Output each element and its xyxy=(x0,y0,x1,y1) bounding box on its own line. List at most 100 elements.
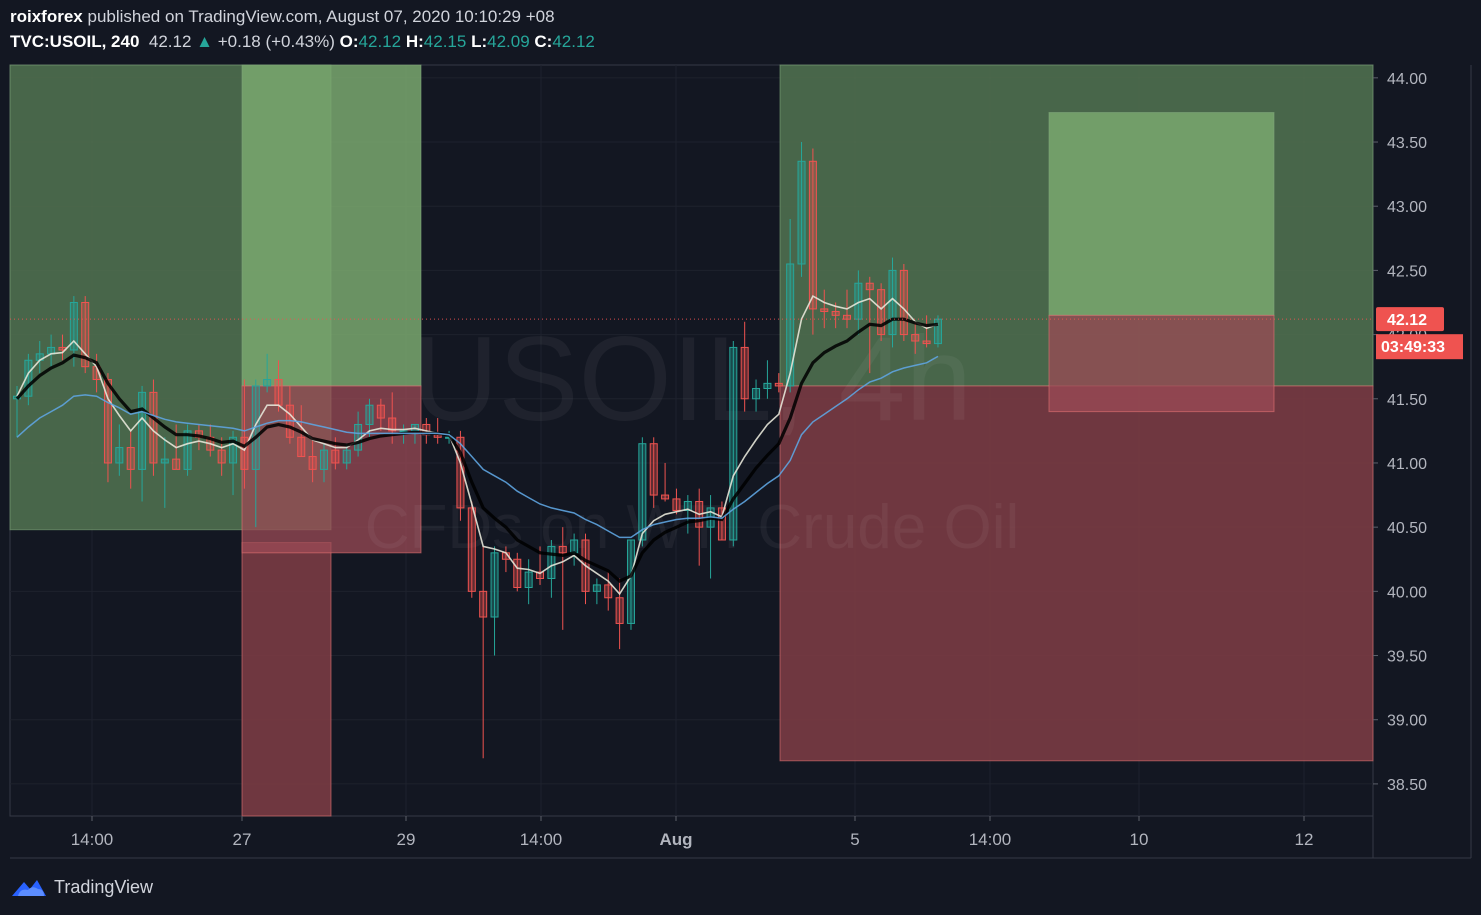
candle xyxy=(81,296,90,374)
x-tick-label: 14:00 xyxy=(520,830,563,849)
ema-line xyxy=(16,294,939,596)
x-tick-label: 27 xyxy=(233,830,252,849)
close-label: C: xyxy=(534,32,553,51)
position-zone-profit xyxy=(1048,111,1275,316)
candle xyxy=(763,360,772,399)
candle-body xyxy=(115,447,124,464)
open-label: O: xyxy=(339,32,359,51)
x-tick-label: Aug xyxy=(659,830,692,849)
candle xyxy=(933,315,942,348)
candle-body xyxy=(160,458,169,464)
current-price-tag xyxy=(1376,307,1444,332)
candle xyxy=(899,263,908,342)
candle-body xyxy=(547,545,556,580)
candle-body xyxy=(638,443,647,541)
candle-body xyxy=(683,500,692,511)
candle xyxy=(888,257,897,348)
current-price-label: 42.12 xyxy=(1387,312,1427,329)
candle xyxy=(638,437,647,547)
candle-body xyxy=(888,269,897,336)
publish-line: roixforex published on TradingView.com, … xyxy=(10,7,555,27)
candle-body xyxy=(456,436,465,509)
candle xyxy=(604,572,613,611)
candle xyxy=(683,495,692,534)
candle xyxy=(877,283,886,342)
candle xyxy=(138,385,147,502)
candle-body xyxy=(297,436,306,458)
ema-line xyxy=(15,317,939,583)
candle-body xyxy=(138,391,147,470)
candle-body xyxy=(126,447,135,470)
x-tick-label: 10 xyxy=(1130,830,1149,849)
candle-body xyxy=(308,456,317,470)
candle xyxy=(797,142,806,277)
candle-body xyxy=(922,340,931,345)
candle xyxy=(820,289,829,329)
candle-body xyxy=(649,443,658,496)
candles xyxy=(13,142,942,759)
up-arrow-icon: ▲ xyxy=(196,32,213,51)
x-tick-label: 14:00 xyxy=(969,830,1012,849)
candle-body xyxy=(342,449,351,464)
candle-body xyxy=(592,584,601,592)
candle xyxy=(672,488,681,515)
close-value: 42.12 xyxy=(552,32,595,51)
position-zone-loss xyxy=(241,385,422,554)
candle xyxy=(661,462,670,502)
candle xyxy=(626,539,635,630)
candle xyxy=(808,148,817,335)
symbol-interval[interactable]: TVC:USOIL, 240 xyxy=(10,32,140,51)
y-tick-label: 41.00 xyxy=(1387,456,1427,473)
open-value: 42.12 xyxy=(358,32,402,51)
candle xyxy=(911,321,920,354)
candle xyxy=(558,527,567,630)
candle-body xyxy=(877,289,886,336)
candle-body xyxy=(604,584,613,599)
position-zone-profit xyxy=(241,64,422,387)
y-tick-label: 40.00 xyxy=(1387,584,1427,601)
tradingview-logo[interactable]: TradingView xyxy=(10,876,153,898)
price-change: +0.18 (+0.43%) xyxy=(217,32,335,51)
candle-body xyxy=(808,160,817,310)
countdown-tag xyxy=(1376,334,1463,360)
candle-body xyxy=(865,282,874,291)
candle-body xyxy=(615,597,624,624)
candle-body xyxy=(274,379,283,406)
candle-body xyxy=(911,334,920,342)
candle xyxy=(524,559,533,605)
candle-body xyxy=(558,545,567,554)
candle-body xyxy=(672,498,681,511)
candle xyxy=(183,424,192,476)
candle xyxy=(319,443,328,483)
y-tick-label: 43.50 xyxy=(1387,135,1427,152)
candle-body xyxy=(229,436,238,464)
candle xyxy=(115,424,124,476)
candle xyxy=(376,398,385,431)
high-label: H: xyxy=(405,32,424,51)
low-value: 42.09 xyxy=(487,32,530,51)
candle xyxy=(581,533,590,605)
ema-line xyxy=(16,355,939,539)
candle-body xyxy=(797,160,806,265)
candle xyxy=(490,546,499,656)
candle-body xyxy=(740,346,749,400)
candle-body xyxy=(388,417,397,432)
candle xyxy=(729,341,738,547)
candle xyxy=(786,219,795,393)
y-tick-label: 39.00 xyxy=(1387,713,1427,730)
candle xyxy=(456,430,465,521)
candle-body xyxy=(467,507,476,592)
candle xyxy=(103,373,112,483)
tradingview-cloud-icon xyxy=(12,880,46,896)
author-name[interactable]: roixforex xyxy=(10,7,83,26)
candle xyxy=(24,353,33,406)
candle-body xyxy=(570,539,579,554)
published-text: published on TradingView.com, August 07,… xyxy=(87,7,555,26)
position-zone-loss xyxy=(1048,314,1275,413)
candle-body xyxy=(24,359,33,397)
candle xyxy=(263,353,272,393)
candle-body xyxy=(752,388,761,400)
x-tick-label: 14:00 xyxy=(71,830,114,849)
candle-body xyxy=(536,571,545,580)
